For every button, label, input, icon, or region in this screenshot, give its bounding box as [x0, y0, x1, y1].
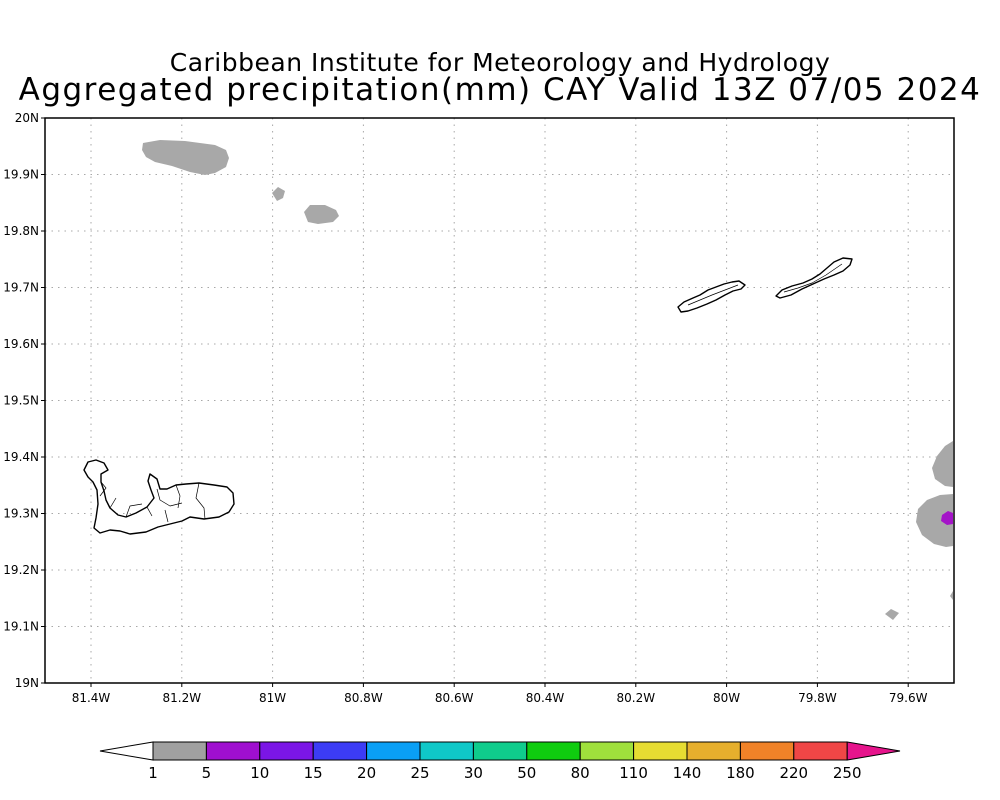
colorbar-label: 140 [673, 764, 702, 782]
colorbar-segment [793, 741, 848, 761]
precipitation-layer [142, 140, 953, 620]
colorbar-segment [366, 741, 421, 761]
precip-area-small-cell-b [304, 205, 339, 224]
colorbar-label: 50 [517, 764, 536, 782]
colorbar-label: 110 [619, 764, 648, 782]
lon-tick-label: 81W [259, 691, 286, 705]
lat-tick-label: 19.2N [3, 563, 39, 577]
colorbar-label: 1 [148, 764, 158, 782]
lon-tick-label: 80W [713, 691, 740, 705]
colorbar-label: 80 [571, 764, 590, 782]
colorbar-segment [312, 741, 368, 761]
lat-tick-label: 19.3N [3, 507, 39, 521]
colorbar-segment [205, 741, 261, 761]
colorbar-segment [472, 741, 528, 761]
gridlines [45, 118, 954, 683]
lon-tick-label: 79.8W [798, 691, 837, 705]
colorbar-label: 5 [202, 764, 212, 782]
lat-tick-label: 19N [15, 676, 39, 690]
colorbar-segment [686, 741, 741, 761]
island-cayman-brac [775, 257, 853, 299]
colorbar-segment [579, 741, 635, 761]
colorbar-segment [739, 741, 795, 761]
colorbar-label: 20 [357, 764, 376, 782]
lat-tick-label: 19.7N [3, 281, 39, 295]
colorbar: 1 5 10 15 20 25 30 50 80 110 140 180 220 250 [99, 741, 901, 782]
colorbar-segment [259, 741, 314, 761]
lat-tick-label: 19.9N [3, 168, 39, 182]
longitude-axis: 81.4W 81.2W 81W 80.8W 80.6W 80.4W 80.2W 80W 79.8… [72, 683, 928, 705]
colorbar-segment [633, 741, 688, 761]
precip-area-south-east-speck [885, 609, 899, 620]
colorbar-label: 25 [410, 764, 429, 782]
lon-tick-label: 81.4W [72, 691, 111, 705]
colorbar-label: 180 [726, 764, 755, 782]
lon-tick-label: 80.4W [526, 691, 565, 705]
islands-layer [83, 257, 853, 535]
lat-tick-label: 19.8N [3, 224, 39, 238]
colorbar-label: 30 [464, 764, 483, 782]
precip-area-small-cell-a [272, 187, 285, 201]
lon-tick-label: 80.2W [617, 691, 656, 705]
colorbar-left-arrow [99, 741, 154, 761]
precip-area-east-edge-cell-upper [932, 441, 953, 487]
colorbar-segment [419, 741, 474, 761]
colorbar-right-arrow [846, 741, 901, 761]
colorbar-segment [152, 741, 207, 761]
colorbar-label: 10 [250, 764, 269, 782]
lat-tick-label: 19.5N [3, 394, 39, 408]
cayman-brac-interior [783, 263, 843, 293]
title-line-2: Aggregated precipitation(mm) CAY Valid 1… [18, 72, 982, 108]
lon-tick-label: 79.6W [889, 691, 928, 705]
title-line-1: Caribbean Institute for Meteorology and … [169, 48, 831, 77]
colorbar-label: 15 [304, 764, 323, 782]
lat-tick-label: 19.6N [3, 337, 39, 351]
island-little-cayman [677, 280, 746, 313]
lat-tick-label: 20N [15, 111, 39, 125]
precip-area-east-edge-core [941, 511, 953, 525]
lon-tick-label: 80.8W [344, 691, 383, 705]
colorbar-segment [526, 741, 581, 761]
lat-tick-label: 19.1N [3, 620, 39, 634]
precip-area-edge-speck [950, 591, 953, 600]
colorbar-label: 250 [833, 764, 862, 782]
colorbar-label: 220 [779, 764, 808, 782]
precip-area-north-west-cell [142, 140, 229, 175]
latitude-axis: 20N 19.9N 19.8N 19.7N 19.6N 19.5N 19.4N 19.3N 19… [3, 111, 45, 690]
lon-tick-label: 81.2W [163, 691, 202, 705]
precip-area-east-edge-cell-lower [916, 494, 953, 547]
grand-cayman-district-lines [99, 481, 206, 523]
lat-tick-label: 19.4N [3, 450, 39, 464]
lon-tick-label: 80.6W [435, 691, 474, 705]
little-cayman-interior [687, 284, 739, 306]
